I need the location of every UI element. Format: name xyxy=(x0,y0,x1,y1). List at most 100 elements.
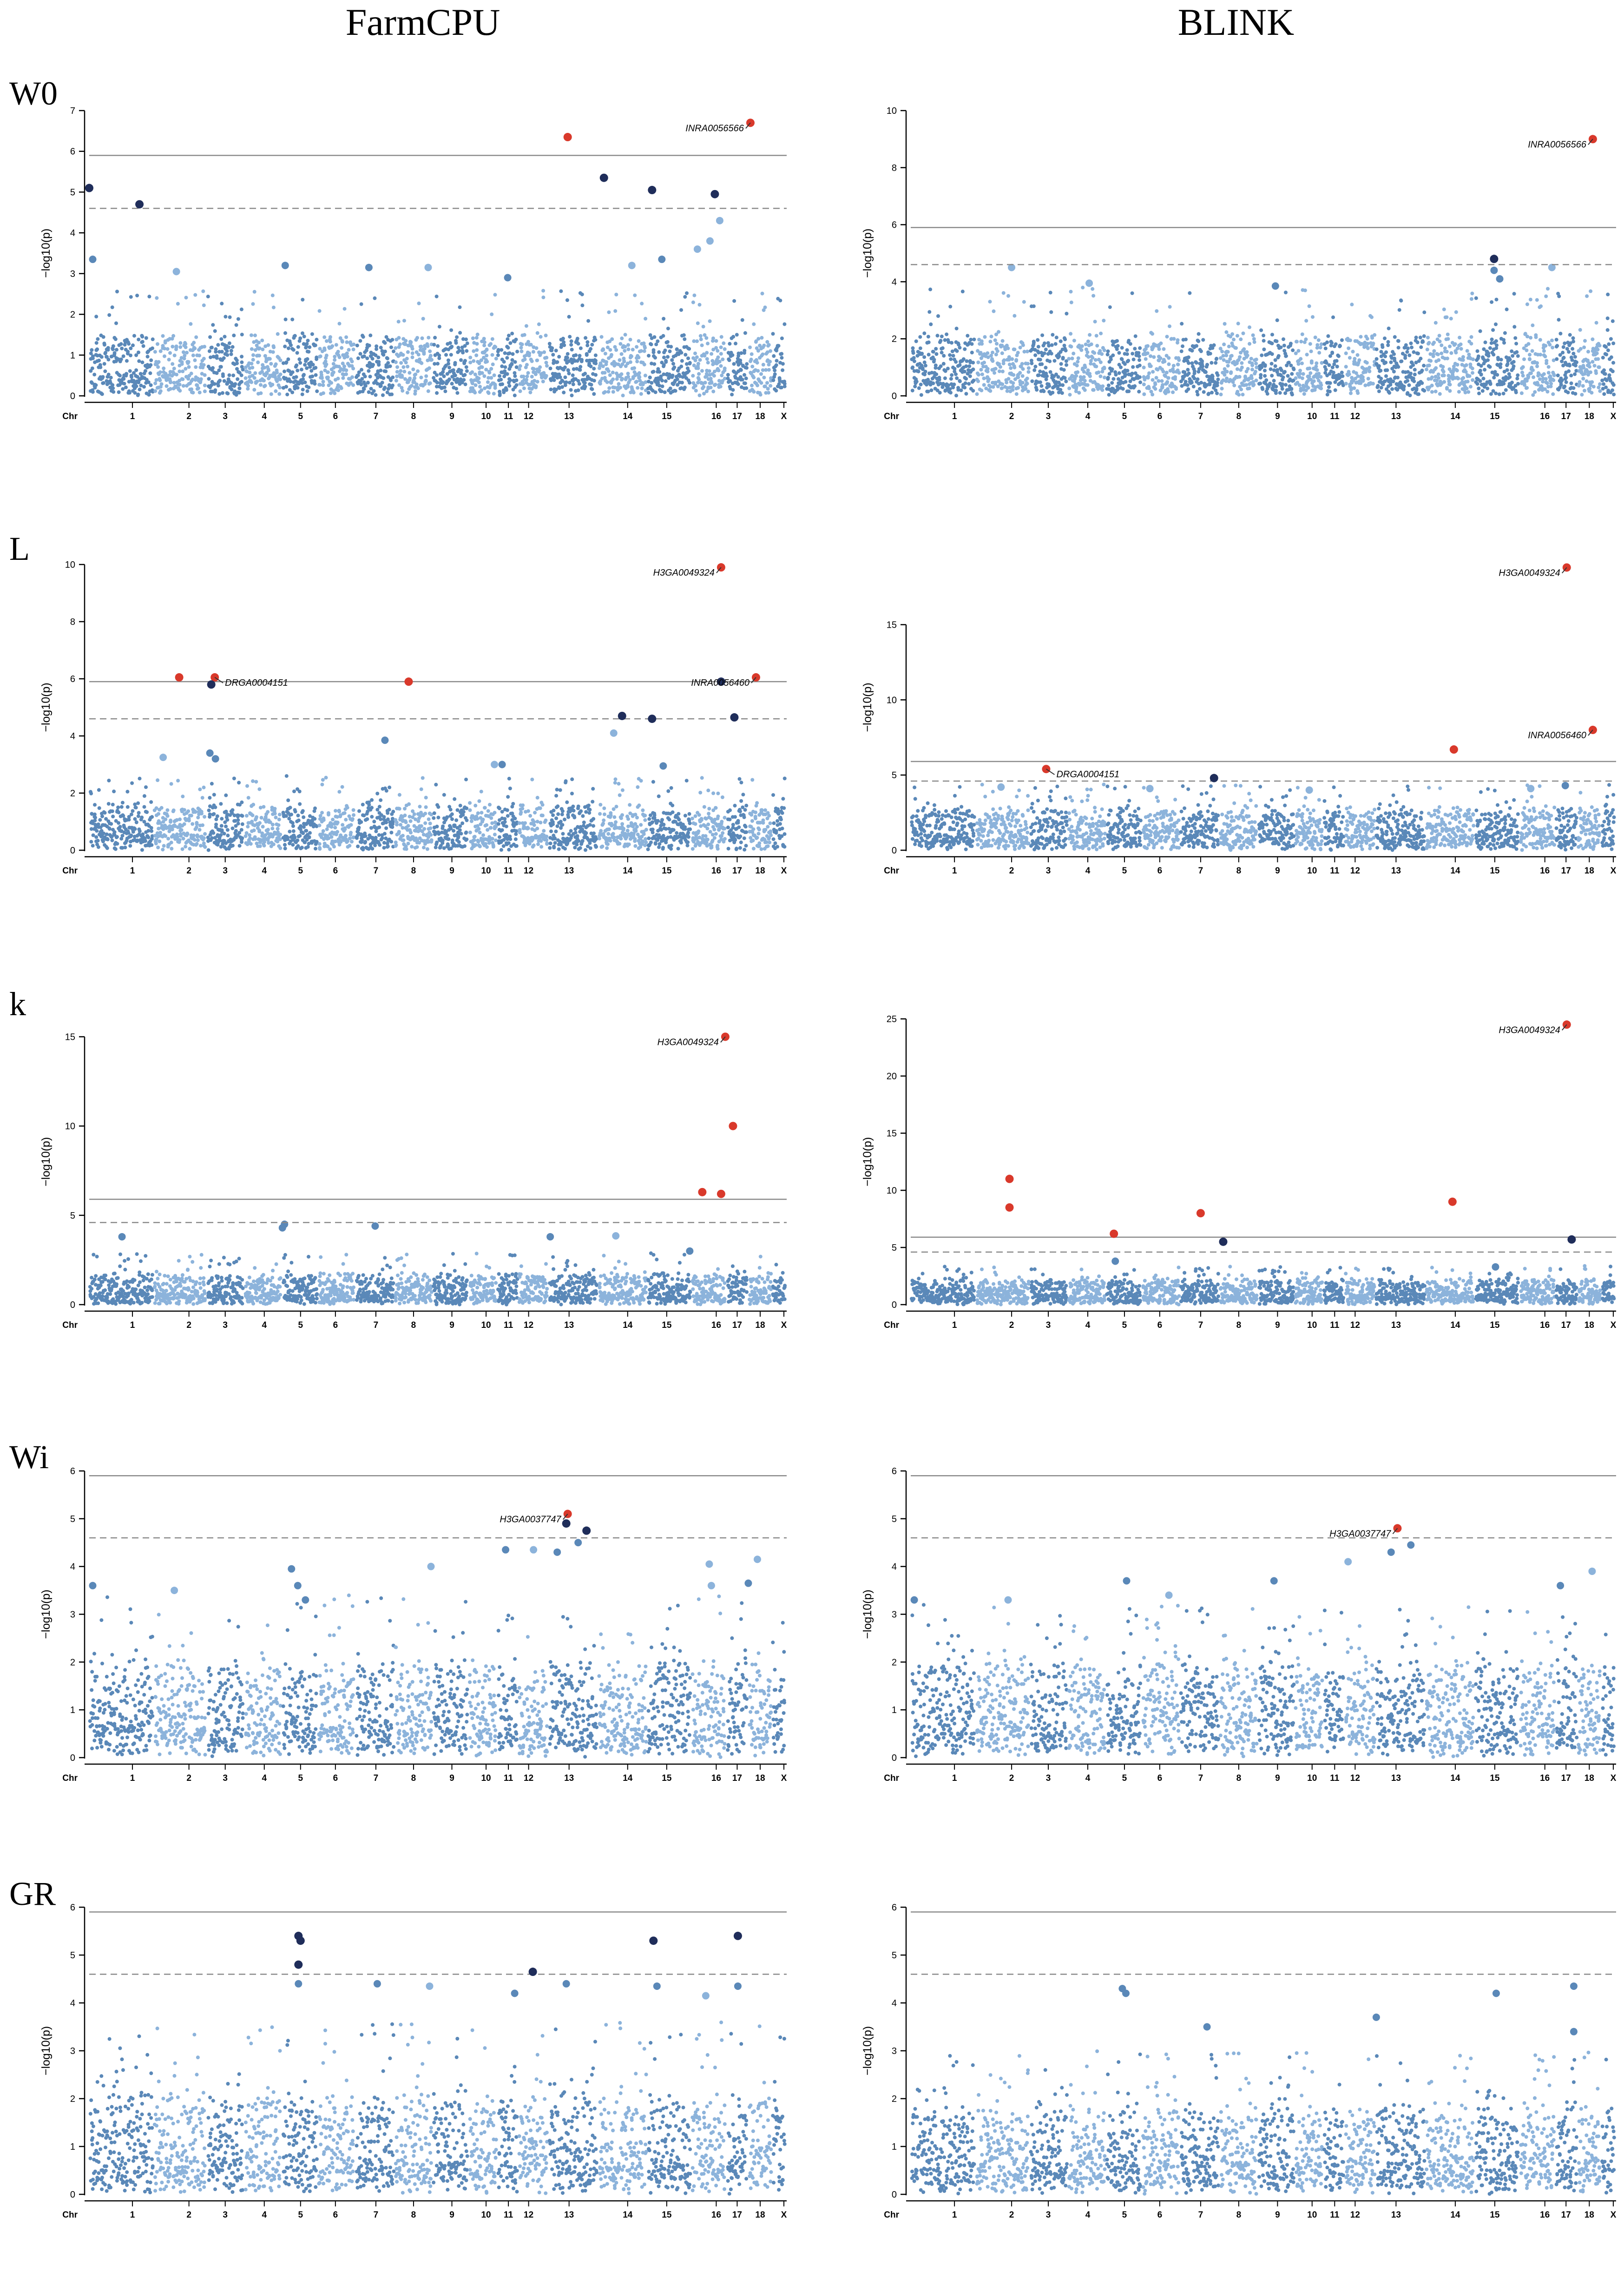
background-points xyxy=(89,289,787,398)
suggestive-snp xyxy=(135,200,144,209)
chromosome-points-15 xyxy=(1474,787,1520,851)
snp-annotation: H3GA0049324 xyxy=(657,1036,726,1047)
chromosome-points-10 xyxy=(468,2028,498,2195)
chromosome-label: 8 xyxy=(1236,866,1242,876)
y-tick-label: 6 xyxy=(892,1903,897,1913)
chromosome-label: 12 xyxy=(524,866,533,876)
chromosome-points-16 xyxy=(1519,783,1557,852)
chromosome-label: 16 xyxy=(711,866,721,876)
chromosome-label: 5 xyxy=(1122,866,1127,876)
suggestive-snp xyxy=(599,173,608,182)
chromosome-label: 18 xyxy=(1585,412,1594,421)
chromosome-label: 15 xyxy=(662,866,672,876)
chromosome-points-7 xyxy=(1179,1266,1220,1306)
chromosome-label: 14 xyxy=(1450,1773,1460,1783)
chromosome-label: 7 xyxy=(374,412,379,421)
chromosome-points-18 xyxy=(1577,289,1602,397)
y-tick-label: 0 xyxy=(892,1300,897,1310)
snp-point xyxy=(118,1233,126,1241)
chromosome-label: 7 xyxy=(1198,1773,1203,1783)
y-tick-label: 2 xyxy=(70,2094,75,2104)
snp-point xyxy=(504,274,512,282)
y-tick-label: 0 xyxy=(70,391,75,401)
chromosome-points-2 xyxy=(975,782,1031,851)
chromosome-label: 15 xyxy=(662,2210,672,2220)
chromosome-points-13 xyxy=(548,1615,599,1759)
chromosome-label: 8 xyxy=(411,1320,416,1330)
chromosome-label: 8 xyxy=(411,2210,416,2220)
chromosome-points-11 xyxy=(1322,1266,1345,1305)
annotation-leader xyxy=(745,122,751,129)
y-tick-label: 0 xyxy=(892,846,897,856)
chromosome-label: 14 xyxy=(1450,1320,1460,1330)
chromosome-label: 14 xyxy=(1450,2210,1460,2220)
chromosome-label: 3 xyxy=(223,866,228,876)
chromosome-points-9 xyxy=(1257,1265,1295,1306)
chr-axis-label: Chr xyxy=(884,866,899,876)
chromosome-label: 3 xyxy=(1046,412,1051,421)
chromosome-points-2 xyxy=(975,1265,1031,1306)
row-label-k: k xyxy=(9,985,26,1023)
background-points xyxy=(910,1603,1616,1759)
chromosome-points-4 xyxy=(1067,2049,1107,2194)
snp-point xyxy=(1004,1596,1012,1604)
suggestive-snp xyxy=(207,680,216,689)
chromosome-label: 6 xyxy=(333,866,338,876)
chromosome-points-8 xyxy=(394,302,434,396)
chromosome-points-1 xyxy=(89,289,155,397)
chromosome-points-14 xyxy=(598,293,648,398)
y-tick-label: 6 xyxy=(70,1903,75,1913)
snp-point xyxy=(1165,1591,1173,1599)
chromosome-label: 4 xyxy=(1085,866,1091,876)
chromosome-points-1 xyxy=(88,1252,154,1306)
chromosome-label: 17 xyxy=(1561,2210,1571,2220)
chromosome-label: 7 xyxy=(374,2210,379,2220)
chromosome-label: 16 xyxy=(1540,412,1550,421)
chromosome-label: 6 xyxy=(333,1773,338,1783)
row-label-gr: GR xyxy=(9,1875,56,1912)
chromosome-label: 18 xyxy=(755,866,765,876)
suggestive-snp xyxy=(733,1931,742,1940)
chromosome-points-13 xyxy=(1374,1608,1427,1757)
snp-annotation: DRGA0004151 xyxy=(1045,768,1119,780)
chromosome-points-6 xyxy=(317,1253,356,1306)
chromosome-points-10 xyxy=(468,1252,498,1306)
y-tick-label: 10 xyxy=(887,1186,897,1196)
snp-point xyxy=(1387,1548,1395,1556)
snp-point xyxy=(1490,266,1498,274)
chromosome-label: 5 xyxy=(1122,2210,1127,2220)
chromosome-label: 3 xyxy=(1046,1773,1051,1783)
chromosome-label: 4 xyxy=(262,1773,267,1783)
chromosome-label: 6 xyxy=(1157,1320,1163,1330)
significant-snp xyxy=(717,1189,725,1198)
significant-snp xyxy=(729,1122,737,1130)
background-points xyxy=(88,1251,787,1306)
y-axis-label: −log10(p) xyxy=(39,2026,53,2075)
chromosome-label: 14 xyxy=(1450,412,1460,421)
chromosome-label: 10 xyxy=(481,866,491,876)
y-axis-label: −log10(p) xyxy=(39,229,53,278)
y-tick-label: 10 xyxy=(887,106,897,116)
chromosome-points-13 xyxy=(1374,784,1426,852)
chromosome-points-15 xyxy=(647,2033,692,2195)
annotation-leader xyxy=(214,677,224,683)
suggestive-snp xyxy=(294,1960,303,1969)
chromosome-points-1 xyxy=(910,287,976,398)
chromosome-label: 4 xyxy=(1085,1320,1091,1330)
chromosome-points-11 xyxy=(1322,1608,1345,1754)
chromosome-points-1 xyxy=(88,2034,155,2194)
snp-annotation: H3GA0049324 xyxy=(1499,1024,1567,1035)
chromosome-label: 18 xyxy=(1585,1773,1594,1783)
background-points xyxy=(910,285,1616,398)
suggestive-snp xyxy=(648,186,657,195)
y-tick-label: 2 xyxy=(892,2094,897,2104)
snp-point xyxy=(1111,1257,1119,1265)
chromosome-points-13 xyxy=(547,2027,598,2195)
chromosome-points-7 xyxy=(1179,2053,1220,2195)
